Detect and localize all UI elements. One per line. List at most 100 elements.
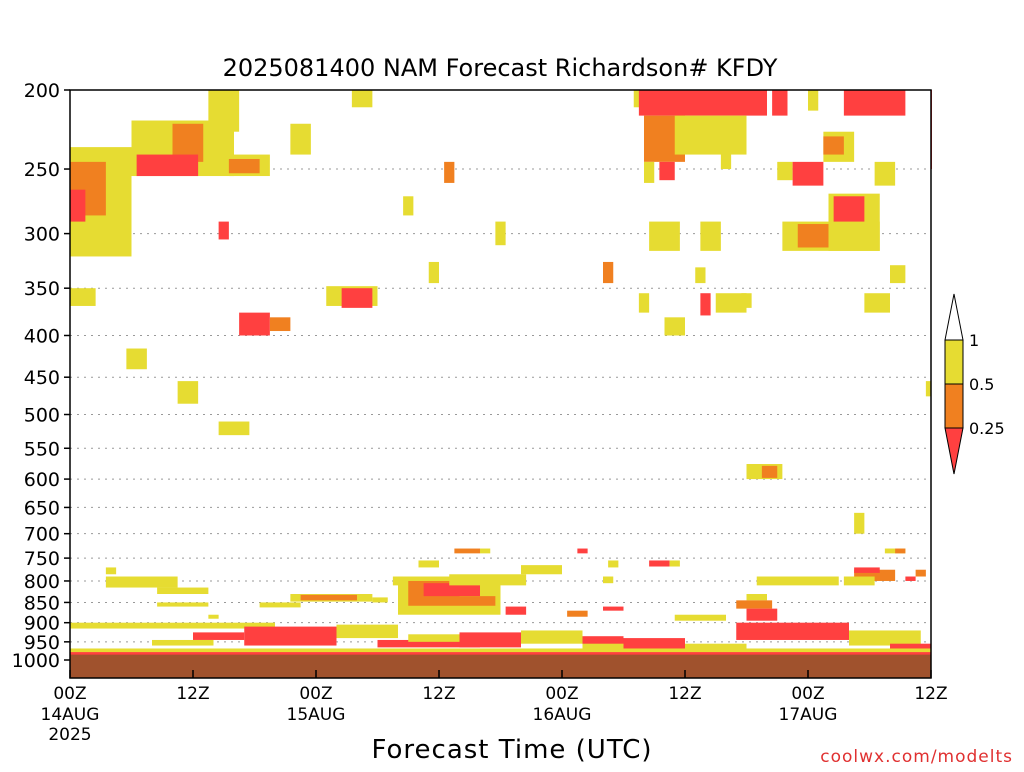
heatmap-cell [228, 158, 260, 174]
heatmap-cell [854, 567, 880, 573]
heatmap-cell [603, 261, 614, 284]
heatmap-cell [808, 90, 819, 111]
heatmap-cell [849, 630, 921, 646]
heatmap-cell [864, 293, 890, 313]
y-tick-label: 400 [24, 325, 60, 347]
y-tick-label: 550 [24, 438, 60, 460]
x-tick-date: 15AUG [287, 705, 346, 725]
x-axis-label: Forecast Time (UTC) [371, 735, 652, 765]
heatmap-cell [746, 594, 767, 601]
heatmap-cell [890, 265, 906, 284]
heatmap-cell [239, 312, 270, 336]
y-tick-label: 650 [24, 497, 60, 519]
y-tick-label: 250 [24, 159, 60, 181]
y-tick-label: 300 [24, 224, 60, 246]
heatmap-cell [126, 348, 147, 370]
x-tick-year: 2025 [48, 725, 91, 745]
heatmap-cell [157, 602, 209, 607]
heatmap-cell [244, 626, 337, 646]
legend-band-0-5-1 [944, 339, 964, 385]
heatmap-cell [105, 576, 178, 588]
x-tick-label: 12Z [176, 684, 209, 704]
heatmap-cell [792, 161, 824, 186]
y-tick-label: 1000 [12, 650, 60, 672]
heatmap-cell [915, 569, 926, 577]
credit-label: coolwx.com/modelts [820, 747, 1013, 767]
heatmap-cell [454, 548, 480, 554]
heatmap-cell [582, 636, 624, 646]
heatmap-cell [685, 643, 747, 653]
heatmap-cell [823, 136, 844, 155]
heatmap-cell [300, 594, 357, 601]
heatmap-cell [674, 115, 747, 155]
heatmap-cell [459, 596, 496, 606]
y-tick-label: 600 [24, 469, 60, 491]
heatmap-cell [746, 608, 778, 621]
heatmap-cell [218, 421, 250, 436]
heatmap-cell [741, 293, 752, 308]
heatmap-cell [638, 90, 767, 116]
heatmap-cell [890, 643, 931, 652]
heatmap-cell [603, 606, 624, 611]
heatmap-cell [720, 139, 732, 170]
heatmap-cell [521, 630, 583, 644]
heatmap-cell [157, 587, 209, 595]
legend-band-above-1 [944, 293, 964, 341]
heatmap-cell [608, 560, 619, 568]
heatmap-cell [674, 614, 726, 621]
legend-level-label: 0.5 [969, 375, 994, 394]
heatmap-cell [843, 576, 875, 586]
heatmap-cell [459, 632, 521, 648]
heatmap-cell [715, 293, 747, 313]
heatmap-cell [105, 567, 117, 575]
heatmap-cell [70, 648, 931, 653]
heatmap-cell [777, 161, 793, 181]
y-tick-label: 800 [24, 571, 60, 593]
heatmap-cell [895, 548, 906, 554]
heatmap-cell [736, 600, 773, 609]
legend-level-label: 1 [969, 331, 979, 350]
heatmap-cell [874, 161, 896, 186]
heatmap-cell [695, 267, 706, 284]
heatmap-cell [797, 224, 829, 248]
legend-band-below-0-25 [944, 427, 964, 475]
heatmap-cell [700, 221, 721, 251]
heatmap-cell [925, 381, 931, 397]
heatmap-cell [290, 123, 311, 155]
heatmap-cell [269, 317, 291, 332]
heatmap-cell [70, 288, 96, 306]
x-tick-date: 14AUG [41, 705, 100, 725]
heatmap-cell [700, 293, 711, 316]
heatmap-cell [649, 221, 680, 251]
x-tick-label: 00Z [791, 684, 824, 704]
heatmap-cell [259, 602, 301, 608]
heatmap-cell [756, 576, 839, 586]
heatmap-cell [152, 639, 214, 646]
x-tick-date: 16AUG [533, 705, 592, 725]
y-tick-label: 850 [24, 592, 60, 614]
heatmap-cell [480, 548, 491, 554]
x-tick-date: 17AUG [779, 705, 838, 725]
heatmap-cell [351, 90, 373, 108]
heatmap-cell [659, 161, 675, 181]
y-tick-label: 950 [24, 632, 60, 654]
heatmap-cell [521, 565, 562, 575]
heatmap-cell [854, 512, 865, 534]
heatmap-cell [444, 161, 455, 183]
y-tick-label: 500 [24, 405, 60, 427]
y-tick-label: 350 [24, 278, 60, 300]
heatmap-cell [418, 560, 439, 568]
x-tick-label: 12Z [422, 684, 455, 704]
heatmap-cell [193, 632, 245, 640]
heatmap-cell [495, 221, 506, 246]
x-tick-label: 00Z [545, 684, 578, 704]
y-tick-label: 750 [24, 548, 60, 570]
heatmap-cell [736, 622, 849, 640]
heatmap-cell [341, 288, 373, 308]
ground-fill [70, 654, 931, 678]
heatmap-cell [664, 317, 685, 336]
heatmap-cell [623, 638, 685, 650]
heatmap-cell [843, 90, 906, 116]
heatmap-cell [638, 293, 650, 313]
